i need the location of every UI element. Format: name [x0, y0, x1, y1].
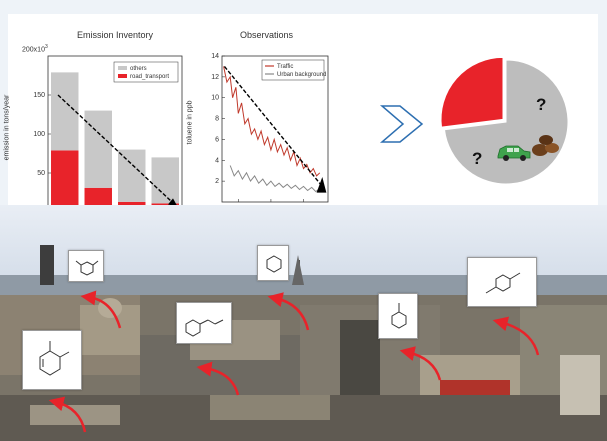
log — [539, 135, 553, 145]
observation-y-axis-label: toluene in ppb — [186, 100, 194, 145]
source-pie-chart: ?? — [440, 56, 569, 185]
observation-chart-title: Observations — [240, 30, 294, 40]
emission-chart: 0501001502002200520102012othersroad_tran… — [33, 55, 183, 223]
car-wheel — [520, 155, 526, 161]
observation-ytick-label: 4 — [215, 157, 219, 164]
top-panel: Emission Inventory 200x103 emission in t… — [3, 14, 598, 230]
legend-swatch — [118, 74, 127, 78]
m-xylene-card — [68, 250, 104, 282]
paris-panorama-photo — [0, 205, 607, 441]
legend-swatch — [118, 66, 127, 70]
observation-ytick-label: 10 — [211, 95, 219, 102]
benzene-card — [257, 245, 289, 281]
toluene-card — [378, 293, 418, 339]
pie-slice-road-transport — [440, 56, 504, 128]
emission-ytick-label: 150 — [33, 92, 45, 99]
ethylbenzene-card — [176, 302, 232, 344]
o-xylene-structure — [39, 341, 70, 376]
observation-trend-arrowhead — [316, 176, 327, 193]
p-xylene-structure — [485, 272, 521, 294]
toluene-structure — [391, 303, 407, 329]
background-series-line — [229, 165, 321, 193]
legend-label: road_transport — [130, 74, 169, 80]
legend-label: others — [130, 66, 147, 72]
p-xylene-card — [467, 257, 537, 307]
log — [545, 143, 559, 153]
observation-ytick-label: 2 — [215, 178, 219, 185]
emission-chart-title: Emission Inventory — [77, 30, 154, 40]
traffic-series-line — [223, 66, 321, 177]
car-window — [507, 148, 513, 152]
benzene-structure — [266, 255, 282, 273]
observation-trend-arrow — [223, 65, 324, 188]
log — [532, 144, 548, 156]
observation-chart: 24681012141/20021/20061/2010TrafficUrban… — [211, 53, 329, 214]
bar-others — [118, 149, 146, 202]
bar-road-transport — [51, 150, 79, 212]
emission-multiplier-base: 200x10 — [22, 46, 45, 54]
emission-y-axis-label: emission in tons/year — [3, 94, 11, 161]
emission-multiplier-exponent: 3 — [44, 44, 48, 50]
observation-ytick-label: 8 — [215, 116, 219, 123]
observation-ytick-label: 6 — [215, 136, 219, 143]
car-window — [514, 148, 519, 152]
bar-others — [84, 110, 112, 188]
emission-legend — [113, 61, 179, 83]
observation-legend — [261, 59, 325, 81]
legend-label: Traffic — [277, 64, 293, 70]
car-wheel — [503, 155, 509, 161]
pie-unknown-label: ? — [472, 149, 482, 168]
ethylbenzene-structure — [185, 319, 224, 337]
o-xylene-card — [22, 330, 82, 390]
observation-ytick-label: 12 — [211, 74, 219, 81]
observation-ytick-label: 14 — [211, 53, 219, 60]
emission-ytick-label: 100 — [33, 131, 45, 138]
pie-slice-road-transport-group — [440, 56, 504, 128]
emission-ytick-label: 50 — [37, 170, 45, 177]
m-xylene-structure — [75, 260, 99, 276]
cityscape-illustration — [0, 245, 607, 441]
wood-log-icon — [532, 135, 559, 156]
observation-plot-frame — [221, 55, 329, 203]
car-icon — [497, 145, 531, 161]
legend-label: Urban background — [277, 72, 326, 78]
emission-multiplier: 200x103 — [22, 44, 48, 53]
emission-trend-arrow — [57, 94, 177, 207]
bar-others — [51, 72, 79, 151]
pie-unknown-label: ? — [536, 95, 546, 114]
chevron-right-icon — [379, 105, 424, 143]
